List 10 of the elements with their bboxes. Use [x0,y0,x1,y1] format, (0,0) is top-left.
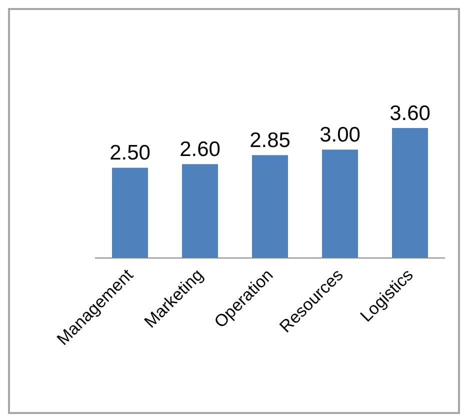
data-label: 3.00 [320,124,360,147]
bar [112,168,148,258]
data-label: 2.60 [180,138,220,162]
data-label: 3.60 [390,102,430,125]
bar [392,128,428,258]
bar [322,150,358,258]
data-label: 2.85 [250,129,290,152]
bar [252,155,288,258]
data-label: 2.50 [110,142,150,165]
bar [182,164,218,258]
